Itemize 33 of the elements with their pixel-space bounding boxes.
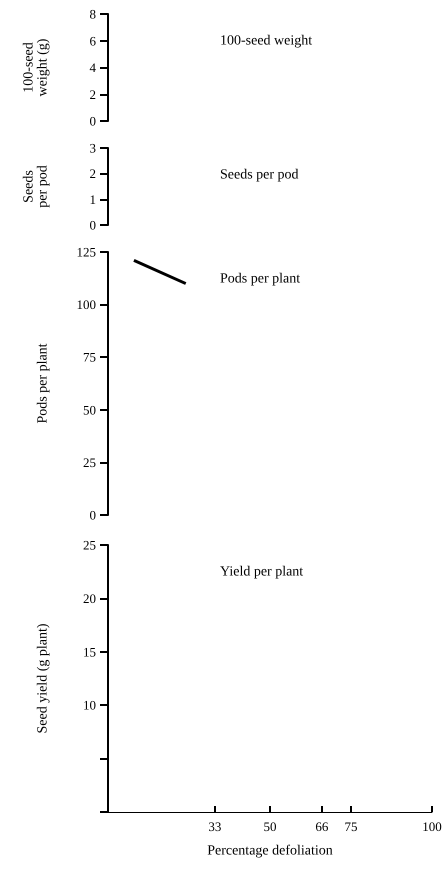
y-tick-label: 0: [90, 114, 96, 128]
y-tick-label: 6: [90, 33, 96, 48]
x-axis-title: Percentage defoliation: [207, 844, 333, 858]
x-tick-label: 33: [208, 819, 222, 834]
x-tick-label: 100: [422, 819, 442, 834]
x-tick-label: 50: [264, 819, 276, 834]
y-tick-label: 2: [90, 166, 96, 182]
y-tick-label: 25: [83, 454, 96, 470]
annotation: Seeds per pod: [220, 168, 299, 182]
y-tick-label: 15: [83, 644, 96, 660]
y-axis-title: Seeds per pod: [22, 165, 50, 208]
y-tick-label: 75: [83, 350, 96, 365]
y-tick-label: 0: [90, 508, 96, 522]
y-tick-label: 0: [90, 218, 96, 232]
y-tick-label: 8: [90, 6, 96, 22]
x-tick-label: 75: [344, 819, 358, 834]
annotation: Yield per plant: [220, 564, 304, 580]
y-tick-label: 25: [83, 538, 96, 552]
annotation: 100-seed weight: [220, 34, 312, 48]
y-axis-title: 100-seed weight (g): [22, 38, 50, 96]
y-tick-label: 4: [90, 60, 96, 75]
y-tick-label: 3: [90, 140, 96, 156]
y-tick-label: 20: [83, 590, 96, 606]
x-tick-label: 66: [315, 819, 329, 834]
y-tick-label: 100: [76, 297, 96, 312]
y-tick-label: 1: [90, 192, 96, 207]
annotation: Pods per plant: [220, 272, 300, 286]
y-axis-title: Pods per plant: [36, 343, 50, 424]
y-tick-label: 50: [83, 402, 96, 418]
y-tick-label: 10: [83, 698, 96, 713]
y-tick-label: 2: [90, 86, 96, 102]
y-axis-title: Seed yield (g plant): [36, 623, 50, 734]
y-tick-label: 125: [76, 244, 96, 260]
